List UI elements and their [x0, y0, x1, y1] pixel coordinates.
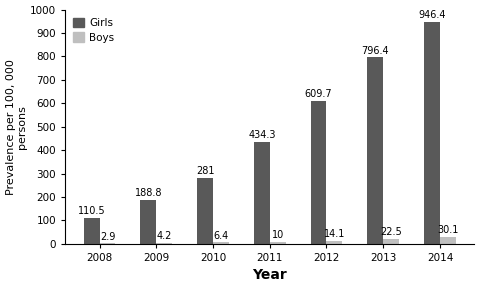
Bar — [213, 242, 229, 244]
Text: 6.4: 6.4 — [213, 231, 228, 241]
Bar — [326, 240, 342, 244]
Text: 946.4: 946.4 — [418, 10, 446, 20]
Text: 609.7: 609.7 — [305, 89, 332, 99]
Bar — [367, 57, 383, 244]
Text: 22.5: 22.5 — [380, 227, 402, 237]
Text: 434.3: 434.3 — [248, 130, 276, 141]
Legend: Girls, Boys: Girls, Boys — [70, 15, 117, 46]
Bar — [99, 243, 116, 244]
Text: 10: 10 — [272, 230, 284, 240]
Text: 30.1: 30.1 — [437, 225, 458, 235]
Y-axis label: Prevalence per 100, 000
persons: Prevalence per 100, 000 persons — [6, 59, 27, 195]
Text: 188.8: 188.8 — [134, 188, 162, 198]
Bar — [254, 142, 270, 244]
Text: 796.4: 796.4 — [361, 46, 389, 56]
Bar — [311, 101, 326, 244]
Text: 2.9: 2.9 — [100, 232, 115, 242]
Bar — [383, 238, 399, 244]
Bar — [270, 242, 286, 244]
Bar — [84, 218, 99, 244]
Text: 14.1: 14.1 — [324, 229, 345, 239]
Bar — [440, 237, 456, 244]
Bar — [424, 22, 440, 244]
Text: 281: 281 — [196, 166, 215, 176]
Bar — [156, 243, 172, 244]
Text: 110.5: 110.5 — [78, 206, 106, 216]
Bar — [197, 178, 213, 244]
Bar — [141, 200, 156, 244]
X-axis label: Year: Year — [252, 268, 287, 283]
Text: 4.2: 4.2 — [156, 231, 172, 241]
